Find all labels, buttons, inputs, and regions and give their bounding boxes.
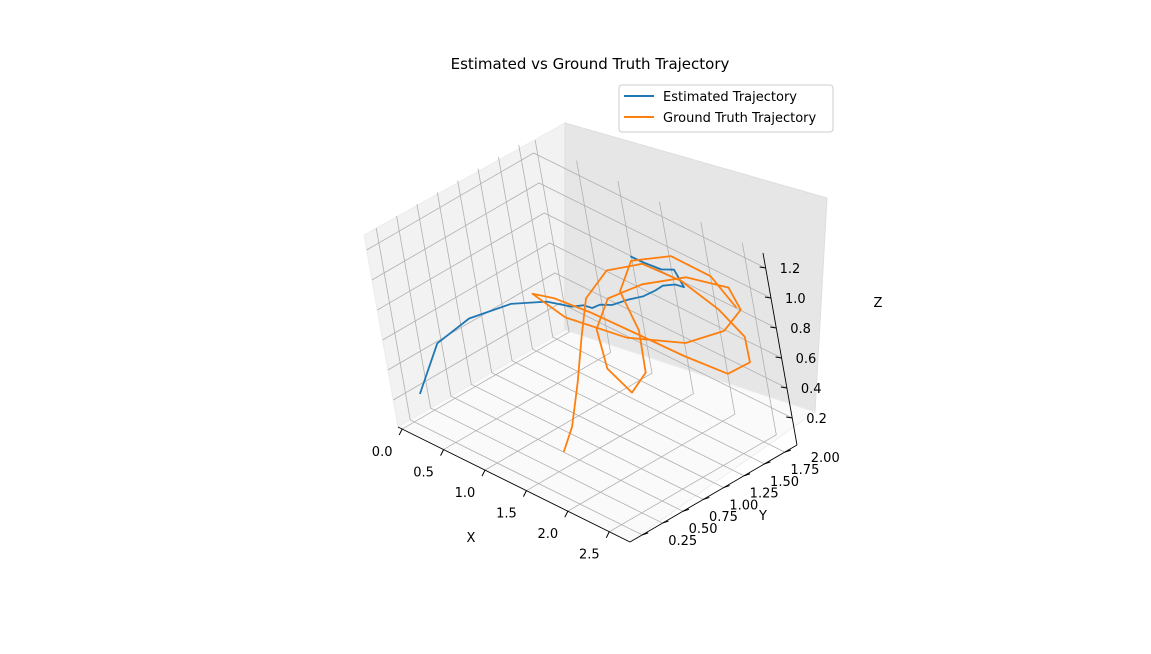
z-axis-label: Z [874,296,883,311]
z-grid-line [366,152,766,269]
x-grid-line [567,222,736,512]
z-grid-line [371,182,772,299]
legend: Estimated Trajectory Ground Truth Trajec… [618,84,834,133]
y-axis-label: Y [758,509,767,524]
z-grid-line [377,212,777,329]
z-tick [759,266,766,269]
y-grid-line [477,168,745,477]
z-grid-line [382,242,782,359]
x-axis-line [397,426,631,543]
y-tick-label: 1.00 [729,498,758,513]
x-tick-label: 0.0 [372,445,393,460]
y-tick-label: 0.50 [689,522,718,537]
z-tick [764,296,772,299]
y-grid-line [375,227,643,536]
legend-label-ground-truth: Ground Truth Trajectory [663,111,817,126]
x-tick [605,531,610,538]
x-tick-label: 1.0 [455,486,476,501]
series-estimated-line [419,255,685,395]
y-tick-label: 1.50 [770,475,799,490]
z-tick [770,326,777,329]
z-tick-label: 0.4 [801,382,822,397]
z-tick-label: 1.0 [785,292,806,307]
series-ground-truth-line [531,255,751,453]
z-tick-label: 0.6 [796,352,817,367]
x-grid-line [609,242,777,533]
x-grid-line [526,201,694,492]
x-grid-line [443,160,612,450]
z-tick-label: 0.8 [790,322,811,337]
z-tick-label: 1.2 [780,262,801,277]
x-grid-line [401,139,570,430]
z-tick [780,386,787,389]
x-tick [398,428,403,436]
z-tick [786,416,793,419]
y-grid-line [498,156,765,465]
y-grid-line [436,192,704,500]
chart-title: Estimated vs Ground Truth Trajectory [451,55,730,73]
y-tick-label: 0.75 [709,510,738,525]
z-tick [775,356,782,359]
x-tick-label: 0.5 [413,466,434,481]
y-grid-line [416,204,684,512]
z-axis-line [762,252,798,446]
x-tick-label: 2.0 [538,527,559,542]
x-tick-label: 2.5 [579,548,600,563]
y-grid-line [457,180,724,488]
legend-box [618,84,834,133]
y-tick-label: 0.25 [668,534,697,549]
legend-label-estimated: Estimated Trajectory [663,90,797,105]
x-grid-line [484,181,653,471]
y-grid-line [518,145,785,453]
y-tick-label: 1.75 [790,463,819,478]
axes: 0.00.51.01.52.02.50.250.500.751.001.251.… [372,252,840,563]
x-tick [440,449,445,456]
y-axis-line [629,444,798,543]
x-tick [522,490,527,497]
y-tick-label: 2.00 [811,451,840,466]
x-tick-label: 1.5 [496,507,517,522]
x-tick [481,469,486,477]
z-tick-label: 0.2 [806,412,827,427]
y-grid-line [396,216,663,524]
series-lines [419,255,751,453]
x-tick [564,510,569,518]
y-tick-label: 1.25 [750,487,779,502]
z-grid-line [393,302,793,419]
x-axis-label: X [467,531,476,546]
grid-lines [366,139,793,536]
